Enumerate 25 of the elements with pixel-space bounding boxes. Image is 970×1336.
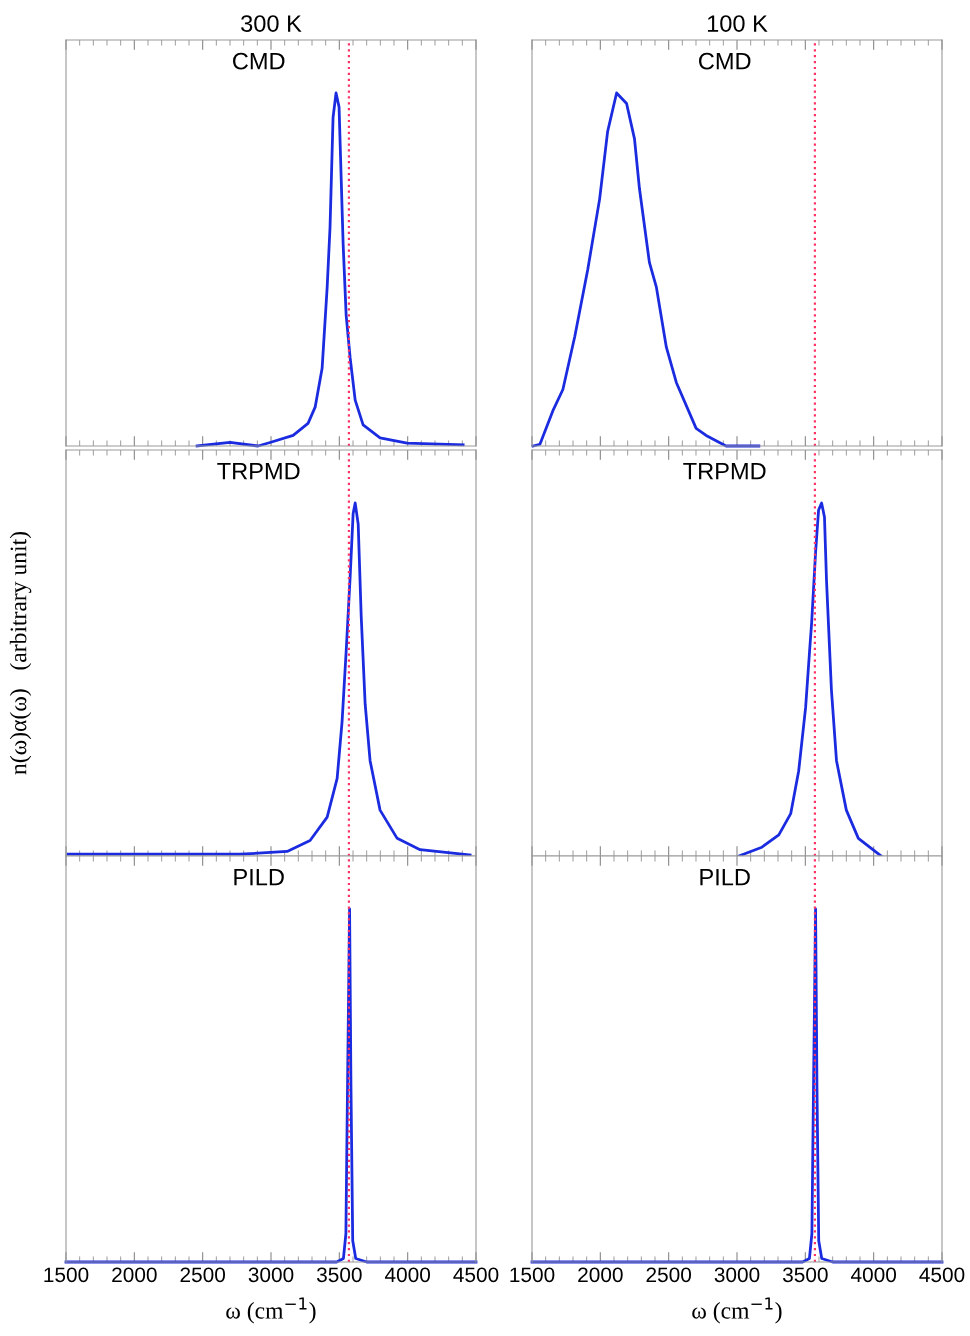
text: TRPMD [217, 463, 300, 480]
text: CMD [233, 52, 285, 70]
x-tick-label: 1500 [44, 1267, 89, 1283]
x-tick-label: 4000 [384, 1267, 431, 1283]
text: TRPMD [683, 463, 766, 480]
y-axis-title: n(ω)α(ω) (arbitrary unit) [9, 532, 32, 775]
chart-title: 100 K [707, 15, 768, 32]
x-tick-label: 3000 [714, 1267, 760, 1283]
x-tick-label: 2000 [112, 1267, 157, 1283]
x-tick-label: 4500 [453, 1267, 499, 1283]
x-tick-label: 2000 [578, 1267, 623, 1283]
x-axis-title: ω (cm$^{−1}$) [692, 1297, 782, 1324]
text: CMD [699, 52, 751, 70]
x-tick-label: 3500 [782, 1267, 828, 1283]
x-axis-title: ω (cm$^{−1}$) [226, 1297, 316, 1324]
x-tick-label: 2500 [180, 1267, 226, 1283]
x-tick-label: 2500 [646, 1267, 692, 1283]
x-tick-label: 4500 [919, 1267, 965, 1283]
x-tick-label: 3000 [248, 1267, 294, 1283]
text: PILD [700, 869, 750, 886]
chart-title: 300 K [241, 15, 302, 32]
x-tick-label: 4000 [850, 1267, 897, 1283]
x-tick-label: 1500 [510, 1267, 555, 1283]
x-tick-label: 3500 [316, 1267, 362, 1283]
text: PILD [234, 869, 284, 886]
